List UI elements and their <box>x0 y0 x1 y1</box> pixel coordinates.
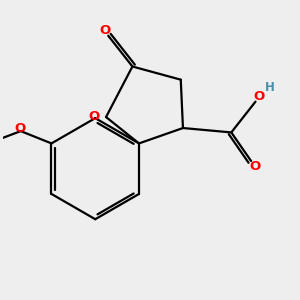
Text: H: H <box>265 81 275 94</box>
Text: O: O <box>253 90 264 103</box>
Text: O: O <box>100 23 111 37</box>
Text: O: O <box>249 160 260 173</box>
Text: O: O <box>88 110 100 123</box>
Text: O: O <box>14 122 26 135</box>
